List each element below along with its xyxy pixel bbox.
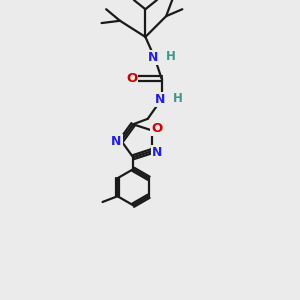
Text: H: H: [166, 50, 176, 63]
Text: N: N: [152, 146, 162, 159]
Text: N: N: [155, 93, 166, 106]
Text: H: H: [173, 92, 183, 105]
Text: O: O: [152, 122, 163, 135]
Text: N: N: [111, 135, 122, 148]
Text: N: N: [148, 51, 159, 64]
Text: O: O: [126, 72, 137, 85]
